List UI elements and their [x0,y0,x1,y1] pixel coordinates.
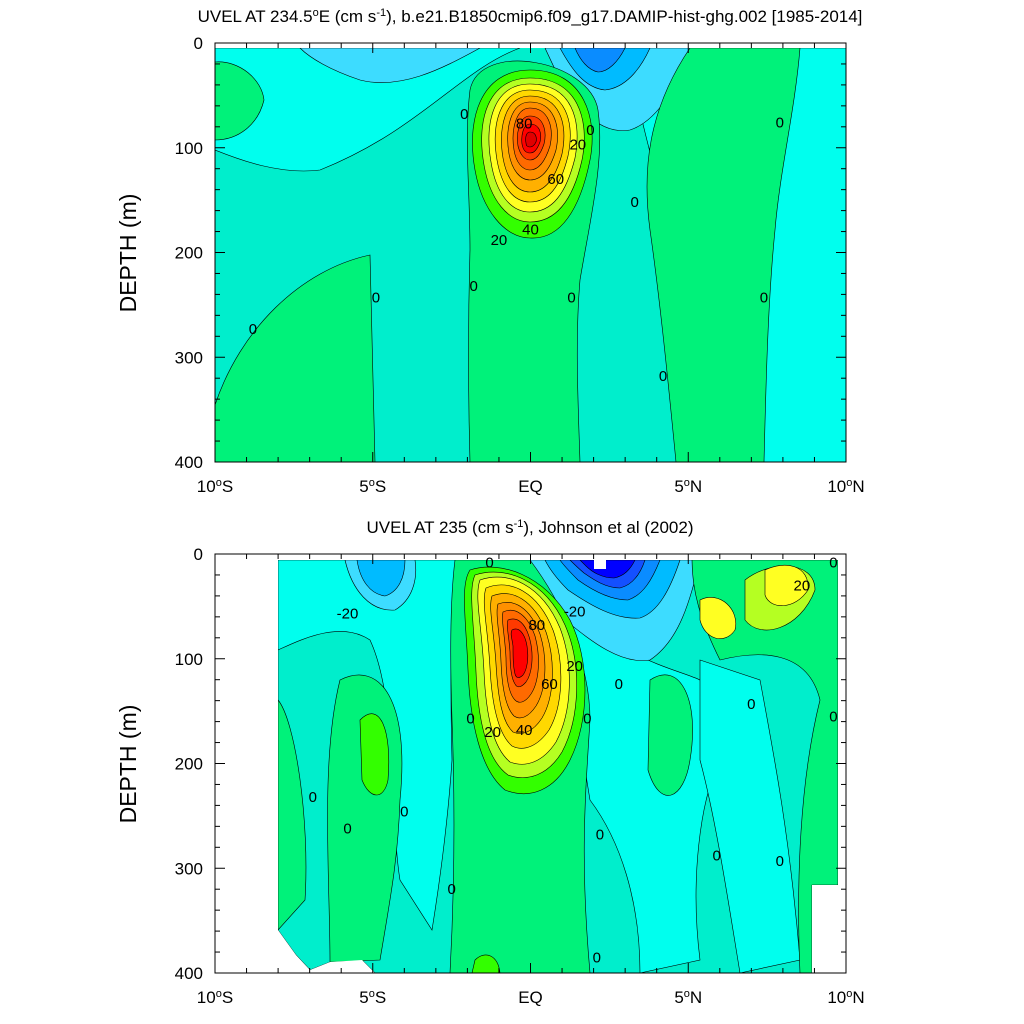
top-green-nw [215,61,265,141]
top-x-tick-label: 5oN [674,477,702,496]
top-contour-label: 0 [470,278,478,295]
bottom-contour-label: 20 [793,577,810,594]
bottom-contour-label: 0 [615,676,623,693]
top-x-tick-label: 10oN [827,477,864,496]
bottom-y-tick-label: 200 [175,755,203,774]
bottom-contour-label: 0 [593,949,601,966]
bottom-contour-field [215,554,846,973]
bottom-contour-label: 0 [776,853,784,870]
bottom-yellow-patch-2 [764,564,809,606]
top-lightblue-west [299,47,481,83]
bottom-y-axis-title: DEPTH (m) [115,705,141,824]
bottom-x-tick-label: 5oN [674,988,702,1007]
bottom-nodata-east [812,560,846,973]
top-y-axis-title: DEPTH (m) [115,194,141,313]
bottom-contour-label: 0 [583,710,591,727]
bottom-green-sw [277,699,307,931]
top-x-tick-label: 5oS [359,477,386,496]
bottom-contour-label: 60 [541,676,558,693]
bottom-blue-west [356,559,406,597]
bottom-contour-label: 0 [747,696,755,713]
top-contour-label: 0 [760,290,768,307]
top-cyan-band [215,47,521,172]
bottom-x-tick-label: 5oS [359,988,386,1007]
top-contour-label: 0 [630,194,638,211]
top-jet-core [525,131,537,148]
bottom-x-tick-label: EQ [518,988,543,1007]
top-contour-label: 0 [460,106,468,123]
bottom-contour-label: 20 [484,724,501,741]
top-contour-label: 20 [491,232,508,249]
top-contour-label: 0 [567,290,575,307]
bottom-y-tick-label: 0 [194,545,203,564]
bottom-contour-label: 80 [528,617,545,634]
bottom-x-tick-label: 10oS [197,988,233,1007]
top-contour-label: 0 [659,368,667,385]
top-green-sw [215,254,376,462]
bottom-panel: UVEL AT 235 (cm s-1), Johnson et al (200… [115,518,865,1007]
top-contour-field [215,43,846,462]
bottom-contour-label: -20 [337,606,359,623]
top-panel: UVEL AT 234.5oE (cm s-1), b.e21.B1850cmi… [115,7,865,496]
bottom-y-tick-label: 400 [175,964,203,983]
top-title: UVEL AT 234.5oE (cm s-1), b.e21.B1850cmi… [198,7,863,26]
bottom-contour-label: 0 [485,554,493,571]
top-deep-blue-core [574,47,626,73]
bottom-contour-label: 0 [829,708,837,725]
bottom-x-tick-label: 10oN [827,988,864,1007]
bottom-title: UVEL AT 235 (cm s-1), Johnson et al (200… [367,518,694,537]
bottom-contour-label: 0 [596,827,604,844]
bottom-contour-label: 0 [447,881,455,898]
bottom-contour-label: -20 [564,604,586,621]
top-x-tick-label: 10oS [197,477,233,496]
bottom-nodata-notch [594,560,606,569]
top-green-east [646,47,801,462]
top-x-tick-label: EQ [518,477,543,496]
bottom-lime-s [471,954,501,973]
bottom-contour-labels: -20 0 -20 20 20 40 60 80 0 0 0 0 0 0 20 0 0 0 0 0 0 0 0 [309,554,838,966]
bottom-contour-label: 40 [516,722,533,739]
bottom-nodata-west [215,560,375,973]
bottom-jet-core [510,628,529,678]
top-contour-label: 0 [586,122,594,139]
bottom-green-mid-east [647,674,693,796]
top-y-tick-label: 100 [175,139,203,158]
bottom-yellow-patch-1 [699,597,737,639]
top-y-tick-label: 0 [194,34,203,53]
bottom-lime-w [359,713,390,796]
bottom-contour-label: 0 [466,710,474,727]
bottom-contour-label: 0 [309,789,317,806]
bottom-blue-core [579,559,636,579]
top-contour-label: 0 [776,115,784,132]
bottom-y-tick-label: 100 [175,650,203,669]
bottom-y-tick-label: 300 [175,859,203,878]
bottom-contour-label: 0 [829,554,837,571]
top-contour-label: 60 [547,171,564,188]
bottom-contour-label: 0 [712,848,720,865]
top-y-tick-label: 300 [175,348,203,367]
top-contour-label: 40 [522,221,539,238]
bottom-contour-label: 0 [400,804,408,821]
top-y-tick-label: 400 [175,453,203,472]
top-contour-label: 0 [372,290,380,307]
top-y-tick-label: 200 [175,244,203,263]
top-contour-label: 0 [249,321,257,338]
top-contour-label: 20 [569,137,586,154]
bottom-contour-label: 20 [566,658,583,675]
bottom-contour-label: 0 [343,820,351,837]
top-contour-label: 80 [516,116,533,133]
